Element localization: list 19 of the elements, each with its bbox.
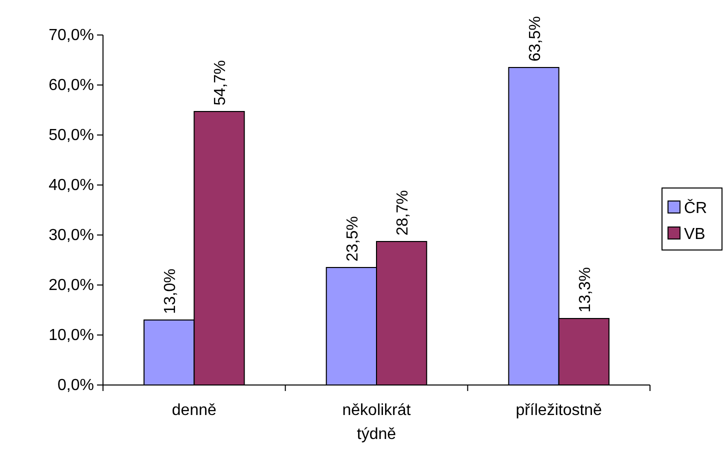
data-label: 28,7% [394,190,412,236]
y-tick-label: 10,0% [48,327,94,344]
x-tick-label: denně [172,402,217,419]
y-tick-label: 20,0% [48,277,94,294]
data-label: 13,3% [576,267,594,312]
data-label: 13,0% [162,268,180,314]
data-label: 54,7% [212,60,230,106]
legend-label: ČR [684,199,708,217]
data-label: 63,5% [526,16,544,62]
legend-label: VB [684,226,706,243]
x-tick-label: několikrát týdně [342,402,412,443]
y-tick-label: 40,0% [48,177,94,194]
y-tick-label: 0,0% [58,377,94,394]
y-tick-label: 30,0% [48,227,94,244]
data-label: 23,5% [344,216,362,262]
y-tick-label: 50,0% [48,127,94,144]
y-tick-label: 70,0% [48,27,94,44]
y-tick-label: 60,0% [48,77,94,94]
x-tick-label: příležitostně [516,402,602,419]
